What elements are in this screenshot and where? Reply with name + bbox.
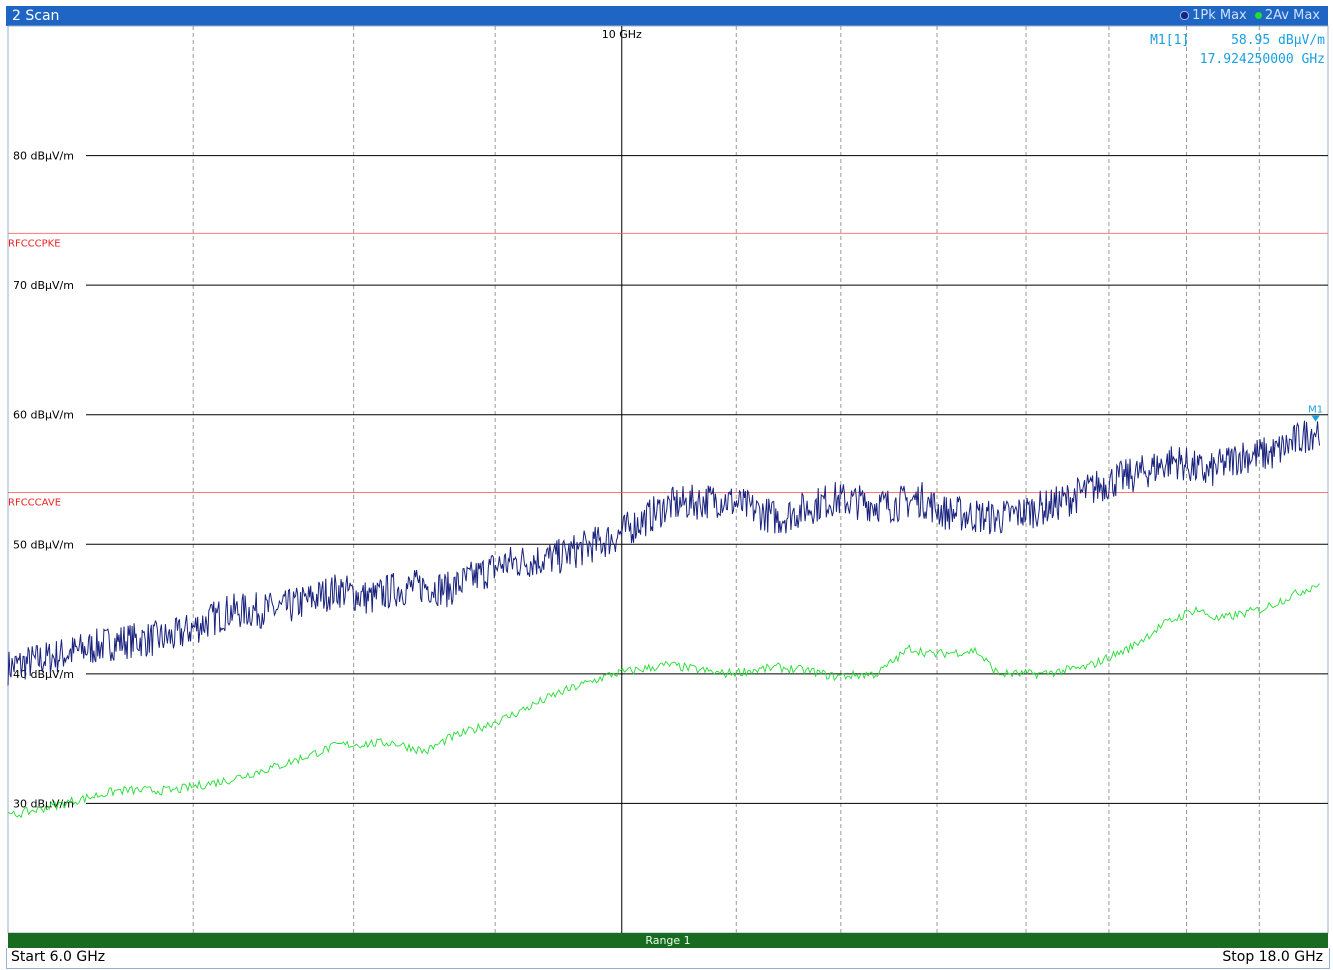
marker-frequency: 17.924250000 GHz <box>1199 52 1325 67</box>
status-footer: Start 6.0 GHz Stop 18.0 GHz <box>6 948 1330 969</box>
trace-legend: 1Pk Max 2Av Max <box>1176 7 1320 25</box>
plot-area <box>7 25 1329 934</box>
range-label: Range 1 <box>645 934 691 947</box>
x-tick-label: 10 GHz <box>602 28 642 41</box>
horizontal-grid: 80 dBµV/m 70 dBµV/m 60 dBµV/m 50 dBµV/m 40 d… <box>13 150 1328 810</box>
window-title: 2 Scan <box>12 8 60 24</box>
trace1-dot-icon <box>1180 10 1190 20</box>
y-tick-label: 80 dBµV/m <box>13 150 74 163</box>
marker-tag: M1 <box>1308 405 1323 416</box>
start-frequency: Start 6.0 GHz <box>11 949 106 965</box>
vertical-grid: 10 GHz <box>192 26 1260 933</box>
y-tick-label: 40 dBµV/m <box>13 668 74 681</box>
y-tick-label: 30 dBµV/m <box>13 797 74 810</box>
limit-line-label: RFCCCPKE <box>8 238 61 249</box>
limit-lines: RFCCCPKE RFCCCAVE <box>8 232 1328 508</box>
traces <box>7 420 1321 819</box>
limit-line-label: RFCCCAVE <box>8 497 61 508</box>
marker-readout: M1[1] 58.95 dBµV/m 17.924250000 GHz <box>1150 31 1325 69</box>
trace1-label: 1Pk Max <box>1192 8 1247 23</box>
y-tick-label: 50 dBµV/m <box>13 538 74 551</box>
trace2-dot-icon <box>1254 11 1262 19</box>
marker-group: M1 <box>1308 405 1323 422</box>
y-tick-label: 60 dBµV/m <box>13 409 74 422</box>
title-bar: 2 Scan 1Pk Max 2Av Max <box>6 6 1328 26</box>
stop-frequency: Stop 18.0 GHz <box>1222 949 1323 965</box>
marker-triangle-icon <box>1311 415 1320 422</box>
trace-2av-max <box>7 583 1320 819</box>
marker-name: M1[1] <box>1150 33 1190 48</box>
marker-level: 58.95 dBµV/m <box>1231 33 1325 48</box>
range-bar: Range 1 <box>8 933 1328 948</box>
y-tick-label: 70 dBµV/m <box>13 279 74 292</box>
trace-1pk-max <box>7 420 1321 686</box>
trace2-label: 2Av Max <box>1264 8 1320 23</box>
